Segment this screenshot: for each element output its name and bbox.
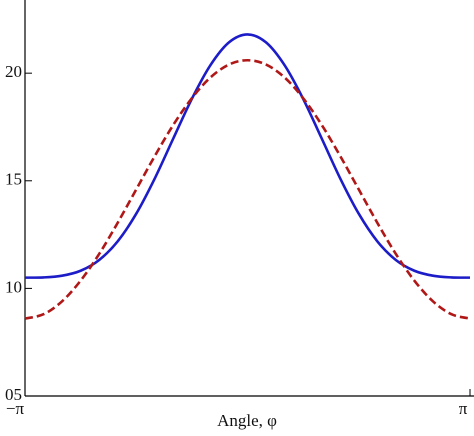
y-tick-label: 15 <box>5 170 22 189</box>
y-tick-label: 10 <box>5 277 22 296</box>
y-tick-label: 20 <box>5 62 22 81</box>
x-tick-label: −π <box>6 399 25 418</box>
line-series <box>24 33 471 279</box>
y-tick-label: 05 <box>5 385 22 404</box>
x-tick-label: π <box>459 399 468 418</box>
x-axis-label: Angle, φ <box>217 411 277 430</box>
line-series <box>24 58 471 320</box>
